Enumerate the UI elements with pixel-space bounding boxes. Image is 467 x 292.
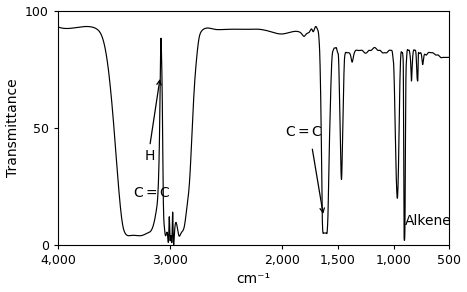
Y-axis label: Transmittance: Transmittance <box>6 78 20 177</box>
Text: H: H <box>145 149 155 163</box>
Text: Alkene: Alkene <box>405 214 452 228</box>
X-axis label: cm⁻¹: cm⁻¹ <box>237 272 271 286</box>
Text: C$=$C: C$=$C <box>133 186 171 200</box>
Text: C$=$C: C$=$C <box>285 125 323 139</box>
